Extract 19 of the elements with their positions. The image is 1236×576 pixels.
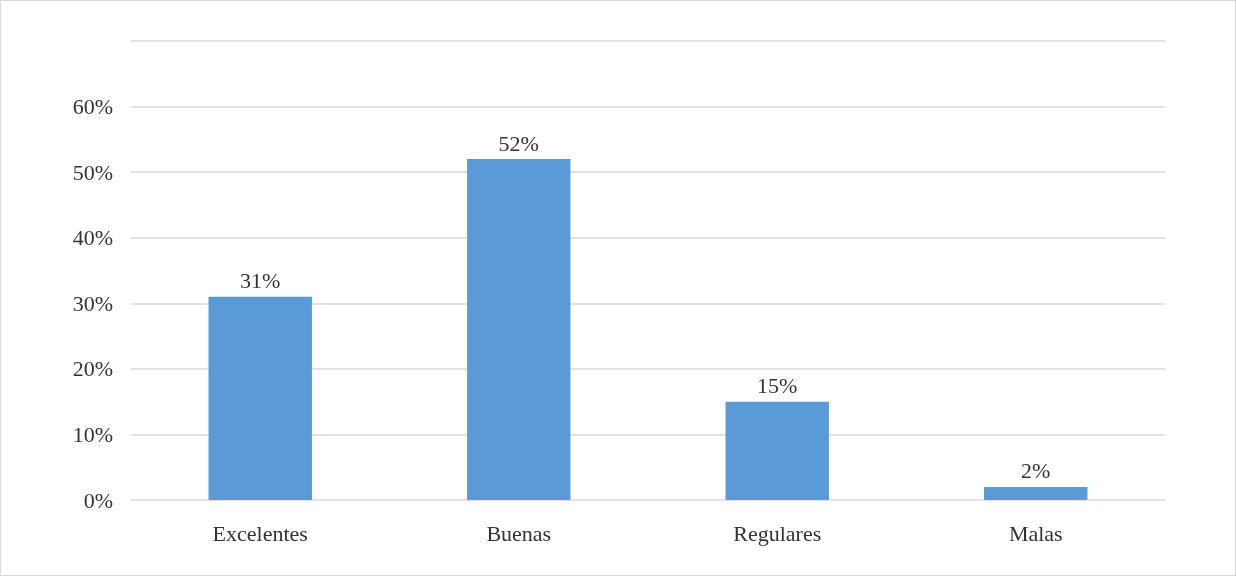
y-tick-label: 30% — [72, 290, 113, 316]
data-label: 31% — [240, 268, 281, 294]
y-tick-label: 10% — [72, 421, 113, 447]
bar — [467, 159, 571, 500]
x-tick-label: Malas — [1008, 520, 1063, 546]
y-tick-label: 0% — [83, 487, 113, 513]
data-label: 52% — [498, 130, 539, 156]
bar — [208, 296, 312, 500]
x-tick-label: Excelentes — [212, 520, 308, 546]
data-label: 2% — [1021, 458, 1051, 484]
data-label: 15% — [757, 373, 798, 399]
bar — [725, 401, 829, 500]
x-tick-label: Regulares — [733, 520, 822, 546]
y-tick-label: 60% — [72, 94, 113, 120]
x-tick-label: Buenas — [486, 520, 552, 546]
y-tick-label: 40% — [72, 225, 113, 251]
y-tick-label: 20% — [72, 356, 113, 382]
bar — [984, 486, 1088, 500]
y-tick-label: 50% — [72, 159, 113, 185]
